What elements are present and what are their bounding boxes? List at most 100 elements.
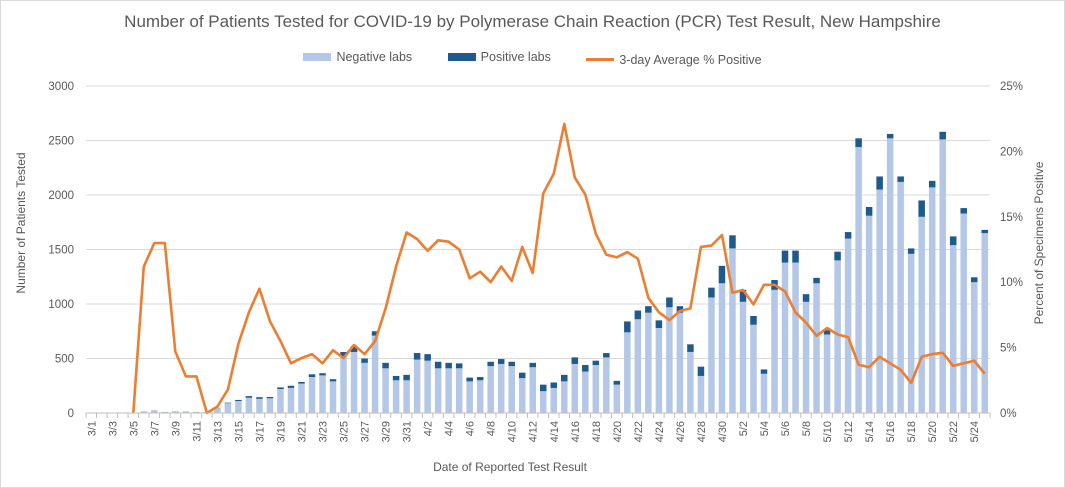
bar-positive bbox=[413, 353, 421, 360]
bar-negative bbox=[970, 282, 978, 413]
bar-negative bbox=[739, 301, 747, 413]
bar-negative bbox=[298, 383, 305, 413]
x-tick-label: 4/28 bbox=[696, 421, 708, 442]
bar-positive bbox=[729, 235, 736, 249]
bar-negative bbox=[455, 368, 463, 413]
bar-positive bbox=[813, 277, 820, 284]
x-tick-label: 5/22 bbox=[948, 421, 960, 442]
x-tick-label: 3/9 bbox=[170, 421, 182, 436]
bar-negative bbox=[340, 356, 347, 413]
bar-negative bbox=[571, 363, 579, 413]
y2-tick-label: 10% bbox=[1000, 277, 1023, 289]
bar-positive bbox=[487, 361, 494, 367]
bar-positive bbox=[666, 297, 673, 308]
x-tick-label: 5/2 bbox=[738, 421, 750, 436]
x-tick-label: 3/25 bbox=[339, 421, 351, 442]
x-tick-label: 5/16 bbox=[885, 421, 897, 442]
bar-negative bbox=[382, 368, 389, 413]
bar-positive bbox=[561, 374, 568, 382]
bar-negative bbox=[687, 351, 694, 413]
bar-positive bbox=[582, 365, 589, 372]
bar-positive bbox=[371, 331, 379, 336]
x-tick-label: 3/21 bbox=[296, 421, 308, 442]
legend-swatch-line bbox=[586, 58, 615, 61]
bar-negative bbox=[918, 216, 925, 413]
bar-negative bbox=[844, 238, 852, 413]
bar-negative bbox=[771, 289, 778, 413]
bar-positive bbox=[939, 131, 946, 140]
bar-negative bbox=[582, 371, 589, 413]
bar-positive bbox=[960, 208, 967, 214]
bar-negative bbox=[182, 411, 190, 413]
y2-tick-label: 25% bbox=[1000, 81, 1023, 93]
bar-positive bbox=[340, 351, 347, 357]
bar-positive bbox=[455, 363, 463, 369]
bar-negative bbox=[235, 401, 242, 413]
bar-negative bbox=[750, 324, 757, 413]
bar-negative bbox=[624, 332, 631, 413]
bar-negative bbox=[813, 283, 820, 413]
x-tick-label: 4/8 bbox=[486, 421, 498, 436]
y-tick-label: 2500 bbox=[48, 136, 74, 148]
x-tick-label: 5/14 bbox=[864, 421, 876, 442]
bar-negative bbox=[434, 368, 442, 413]
x-tick-label: 5/18 bbox=[906, 421, 918, 442]
x-tick-label: 4/6 bbox=[465, 421, 477, 436]
bar-negative bbox=[781, 262, 789, 413]
bar-positive bbox=[949, 236, 957, 246]
bar-negative bbox=[834, 260, 841, 413]
bar-positive bbox=[403, 374, 410, 381]
bar-negative bbox=[865, 215, 873, 413]
bar-negative bbox=[634, 319, 642, 413]
bar-positive bbox=[476, 377, 484, 381]
x-tick-label: 3/5 bbox=[128, 421, 140, 436]
x-tick-label: 3/11 bbox=[191, 421, 203, 442]
x-tick-label: 5/6 bbox=[780, 421, 792, 436]
bar-negative bbox=[655, 327, 663, 413]
x-tick-label: 5/10 bbox=[822, 421, 834, 442]
bar-positive bbox=[224, 402, 232, 404]
bar-positive bbox=[508, 361, 515, 367]
bar-positive bbox=[361, 358, 368, 363]
bar-positive bbox=[897, 176, 904, 182]
y-tick-label: 2000 bbox=[48, 190, 74, 202]
y2-tick-label: 0% bbox=[1000, 408, 1017, 420]
bar-positive bbox=[245, 396, 253, 398]
bar-negative bbox=[897, 181, 904, 413]
x-tick-label: 4/18 bbox=[591, 421, 603, 442]
bar-negative bbox=[613, 384, 621, 413]
bar-positive bbox=[392, 375, 400, 381]
bar-positive bbox=[634, 310, 642, 320]
bar-positive bbox=[781, 250, 789, 263]
bars bbox=[130, 131, 989, 414]
y2-tick-label: 15% bbox=[1000, 212, 1023, 224]
bar-negative bbox=[939, 139, 946, 413]
bar-negative bbox=[802, 301, 810, 413]
bar-positive bbox=[697, 366, 705, 376]
bar-negative bbox=[760, 373, 768, 413]
bar-positive bbox=[970, 277, 978, 283]
bar-positive bbox=[624, 321, 631, 333]
bar-positive bbox=[518, 372, 526, 379]
bar-negative bbox=[823, 334, 831, 413]
x-tick-label: 5/8 bbox=[801, 421, 813, 436]
bar-positive bbox=[739, 289, 747, 302]
bar-positive bbox=[329, 379, 337, 382]
bar-negative bbox=[708, 297, 715, 413]
legend-item-positive: Positive labs bbox=[447, 50, 551, 64]
bar-negative bbox=[645, 312, 652, 413]
bar-positive bbox=[645, 306, 652, 313]
bar-positive bbox=[876, 176, 883, 190]
bar-negative bbox=[256, 398, 263, 413]
bar-negative bbox=[371, 335, 379, 413]
x-tick-label: 3/17 bbox=[254, 421, 266, 442]
bar-positive bbox=[497, 359, 505, 364]
bar-negative bbox=[224, 403, 232, 413]
chart-title: Number of Patients Tested for COVID-19 b… bbox=[124, 12, 941, 31]
bar-negative bbox=[245, 397, 253, 413]
x-tick-label: 5/4 bbox=[759, 421, 771, 436]
bar-negative bbox=[518, 378, 526, 413]
bar-positive bbox=[655, 320, 663, 328]
bar-negative bbox=[151, 411, 158, 413]
bar-negative bbox=[539, 391, 547, 413]
